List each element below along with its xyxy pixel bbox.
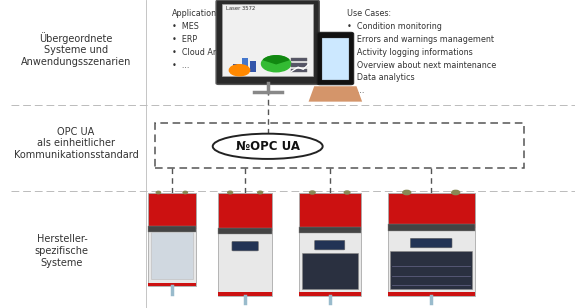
Bar	[233, 64, 240, 72]
Circle shape	[262, 56, 291, 72]
Bar	[298, 227, 361, 233]
Bar	[155, 123, 524, 168]
Bar	[151, 232, 193, 279]
Bar	[148, 283, 196, 286]
Bar	[390, 251, 472, 290]
Circle shape	[403, 190, 411, 195]
Bar	[292, 69, 307, 72]
Text: Hersteller-
spezifische
Systeme: Hersteller- spezifische Systeme	[35, 234, 89, 268]
Bar	[148, 226, 196, 232]
Text: OPC UA
als einheitlicher
Kommunikationsstandard: OPC UA als einheitlicher Kommunikationss…	[14, 127, 139, 160]
Bar	[298, 292, 361, 296]
Circle shape	[452, 190, 459, 195]
Text: Applications:
•  MES
•  ERP
•  Cloud Analytics
•  ...: Applications: • MES • ERP • Cloud Analyt…	[172, 9, 244, 70]
Ellipse shape	[213, 134, 323, 159]
Bar	[298, 229, 361, 296]
Bar	[148, 192, 196, 228]
Bar	[218, 230, 272, 296]
Bar	[148, 228, 196, 286]
FancyBboxPatch shape	[317, 32, 354, 85]
Bar	[218, 192, 272, 230]
Bar	[388, 225, 475, 231]
Text: Laser 3572: Laser 3572	[226, 6, 256, 11]
FancyBboxPatch shape	[322, 38, 348, 80]
Text: Use Cases:
•  Condition monitoring
•  Errors and warnings management
•  Activity: Use Cases: • Condition monitoring • Erro…	[347, 9, 496, 95]
Bar	[301, 253, 358, 290]
FancyBboxPatch shape	[315, 240, 345, 250]
Circle shape	[156, 191, 160, 194]
FancyBboxPatch shape	[411, 238, 452, 248]
Bar	[218, 292, 272, 296]
Circle shape	[229, 65, 250, 76]
Bar	[292, 58, 307, 61]
Circle shape	[258, 191, 263, 194]
Bar	[250, 61, 256, 72]
Circle shape	[228, 191, 232, 194]
Text: Übergeordnete
Systeme und
Anwendungsszenarien: Übergeordnete Systeme und Anwendungsszen…	[21, 32, 131, 67]
FancyBboxPatch shape	[216, 0, 319, 84]
FancyBboxPatch shape	[223, 4, 313, 76]
Bar	[292, 63, 307, 67]
Text: №OPC UA: №OPC UA	[236, 140, 300, 153]
Bar	[298, 192, 361, 229]
Bar	[242, 58, 248, 72]
Bar	[218, 228, 272, 234]
Circle shape	[183, 191, 187, 194]
Bar	[388, 192, 475, 227]
Circle shape	[309, 191, 315, 194]
Wedge shape	[263, 56, 289, 64]
Polygon shape	[309, 86, 362, 102]
Bar	[388, 292, 475, 296]
Bar	[388, 227, 475, 296]
Circle shape	[344, 191, 350, 194]
FancyBboxPatch shape	[232, 241, 258, 251]
